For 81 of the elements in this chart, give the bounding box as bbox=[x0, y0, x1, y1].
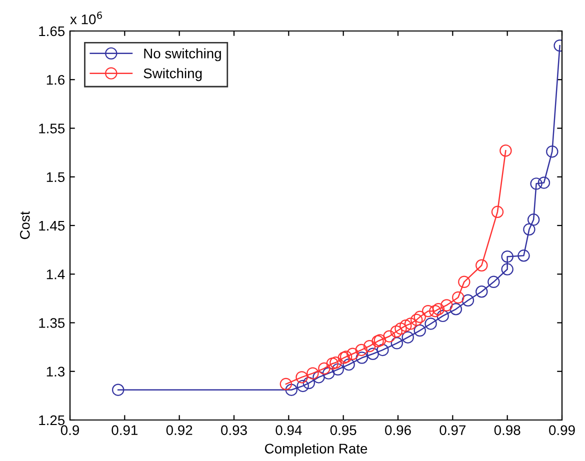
point bbox=[410, 314, 423, 326]
point bbox=[322, 367, 335, 380]
point bbox=[340, 350, 352, 363]
point bbox=[402, 331, 414, 344]
x-tick-label: 0.93 bbox=[221, 425, 247, 436]
point bbox=[318, 362, 330, 375]
x-tick-label: 0.9 bbox=[60, 425, 79, 436]
point bbox=[523, 223, 536, 236]
point bbox=[332, 363, 344, 376]
point bbox=[306, 367, 319, 380]
point bbox=[462, 294, 474, 306]
point bbox=[530, 178, 542, 190]
point bbox=[356, 352, 368, 364]
x-tick-label: 0.92 bbox=[166, 425, 192, 436]
y-tick-label: 1.25 bbox=[39, 415, 65, 426]
point bbox=[488, 276, 500, 288]
x-tick-label: 0.99 bbox=[549, 425, 575, 436]
point bbox=[330, 356, 342, 369]
point bbox=[296, 380, 309, 392]
point bbox=[458, 276, 470, 288]
point bbox=[285, 384, 298, 396]
point bbox=[372, 335, 384, 348]
point bbox=[546, 145, 558, 158]
point bbox=[394, 322, 407, 335]
point bbox=[338, 352, 350, 364]
point bbox=[424, 318, 437, 330]
point bbox=[346, 348, 359, 360]
point bbox=[500, 144, 512, 157]
y-tick-label: 1.5 bbox=[46, 172, 65, 182]
point bbox=[414, 310, 426, 324]
point bbox=[501, 250, 514, 263]
legend-label: Switching bbox=[144, 68, 202, 82]
y-tick-label: 1.3 bbox=[46, 366, 65, 377]
point bbox=[422, 304, 434, 318]
x-axis-title: Completion Rate bbox=[264, 443, 368, 456]
text: x 10$^{6}$ bbox=[70, 12, 102, 24]
point bbox=[404, 318, 417, 330]
point bbox=[501, 263, 514, 276]
y-tick-label: 1.35 bbox=[39, 318, 65, 328]
point bbox=[476, 286, 488, 298]
point bbox=[436, 310, 449, 322]
point bbox=[112, 384, 124, 396]
x-tick-label: 0.91 bbox=[112, 425, 138, 436]
point bbox=[312, 371, 325, 384]
x-tick-label: 0.96 bbox=[385, 425, 411, 436]
point bbox=[376, 344, 389, 356]
x-tick-label: 0.94 bbox=[276, 425, 302, 436]
point bbox=[432, 303, 445, 316]
point bbox=[363, 340, 376, 352]
y-tick-label: 1.6 bbox=[46, 74, 65, 85]
point bbox=[326, 357, 339, 370]
point bbox=[491, 206, 504, 218]
point bbox=[342, 358, 355, 371]
point bbox=[374, 334, 386, 346]
point bbox=[280, 378, 292, 390]
y-axis-title: Cost bbox=[20, 211, 30, 240]
x-tick-label: 0.95 bbox=[330, 425, 356, 436]
point bbox=[390, 325, 402, 338]
y-tick-label: 1.65 bbox=[39, 26, 65, 36]
point bbox=[518, 250, 530, 262]
point bbox=[450, 303, 462, 316]
point bbox=[296, 371, 308, 384]
point bbox=[302, 376, 316, 390]
point bbox=[366, 348, 379, 360]
point bbox=[383, 330, 396, 342]
point bbox=[355, 344, 368, 356]
y-tick-label: 1.45 bbox=[39, 220, 65, 231]
point bbox=[390, 337, 404, 350]
legend-label: No switching bbox=[144, 48, 221, 62]
point bbox=[527, 214, 540, 226]
point bbox=[440, 299, 453, 312]
x-tick-label: 0.97 bbox=[440, 425, 466, 436]
point bbox=[414, 324, 426, 337]
point bbox=[400, 320, 412, 332]
point bbox=[452, 291, 464, 304]
point bbox=[538, 176, 550, 189]
y-tick-label: 1.4 bbox=[46, 270, 65, 280]
x-tick-label: 0.98 bbox=[494, 425, 520, 436]
y-tick-label: 1.55 bbox=[39, 124, 65, 134]
point bbox=[429, 304, 442, 318]
point bbox=[476, 259, 488, 272]
